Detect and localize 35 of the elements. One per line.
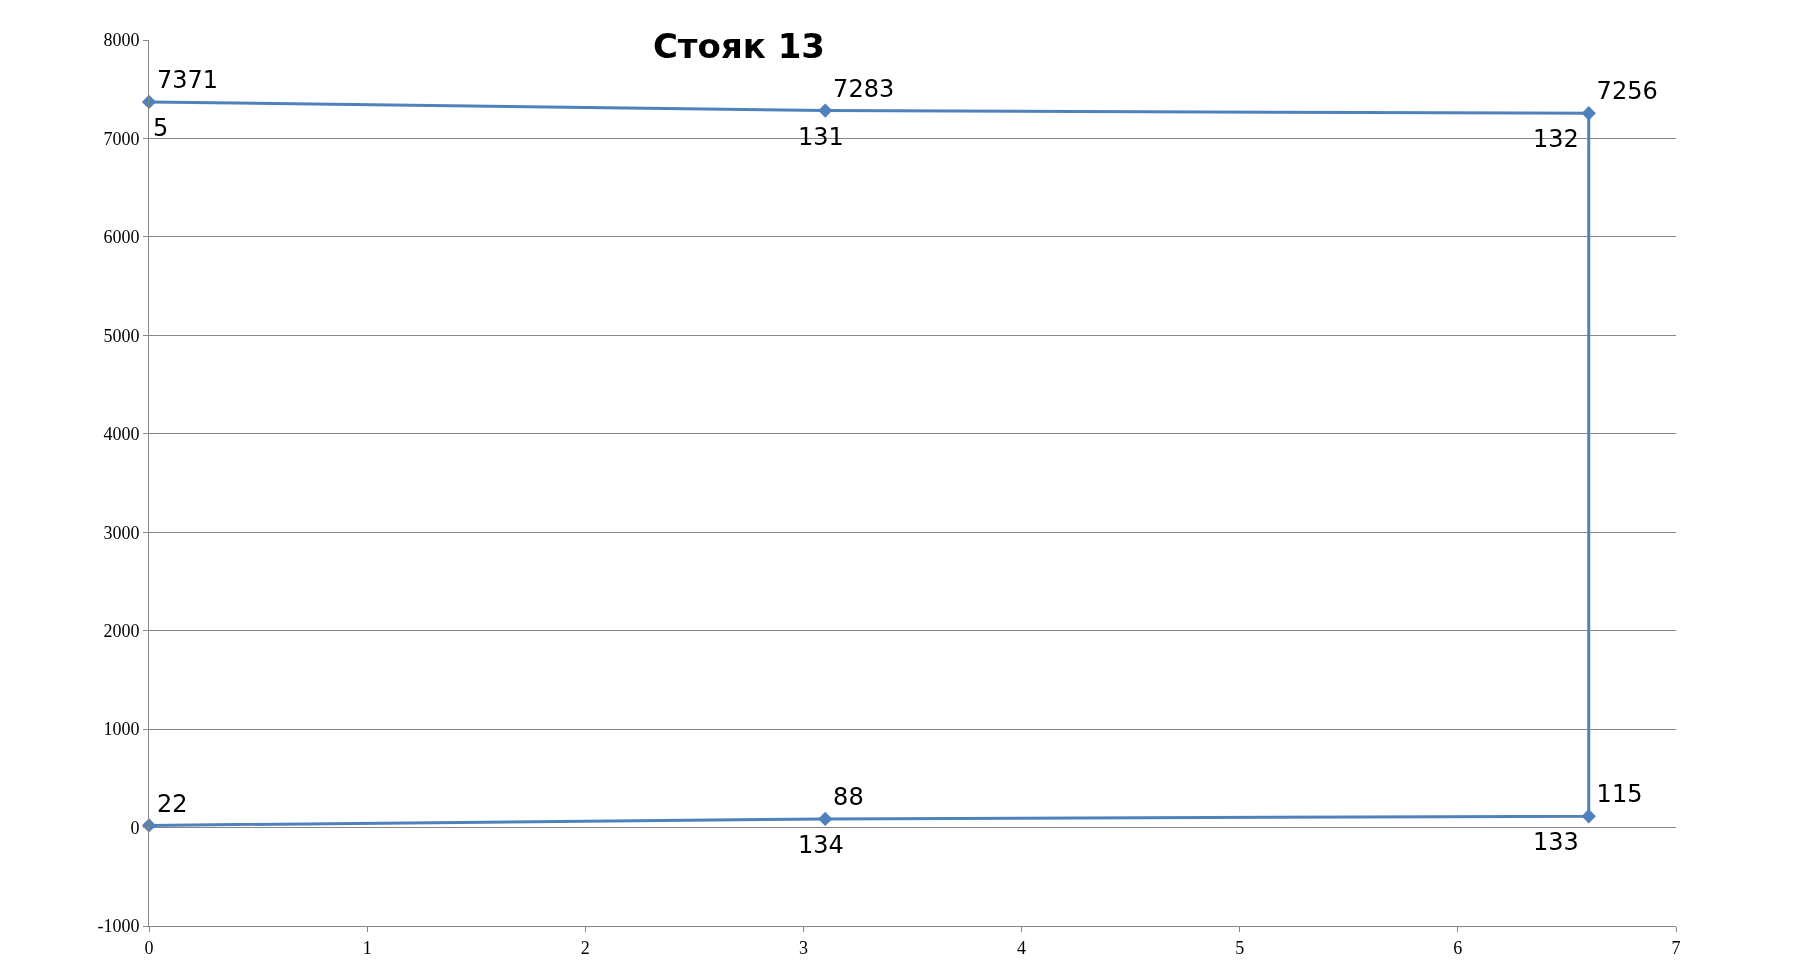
y-tick-label: 2000 <box>103 620 140 641</box>
point <box>1581 106 1596 121</box>
annotation: 133 <box>1533 828 1579 856</box>
point <box>818 103 833 118</box>
x-tick-label: 1 <box>362 937 372 958</box>
x-tick-label: 3 <box>798 937 808 958</box>
annotation: 131 <box>798 123 844 151</box>
data-label: 7256 <box>1596 77 1658 106</box>
data-label: 7371 <box>156 66 218 95</box>
y-tick-label: 5000 <box>103 325 140 346</box>
y-tick-label: 8000 <box>103 30 140 51</box>
x-tick-label: 7 <box>1671 937 1681 958</box>
data-label: 7283 <box>833 74 895 103</box>
y-tick-label: 1000 <box>103 719 140 740</box>
data-label: 88 <box>833 783 864 812</box>
point <box>141 94 157 110</box>
chart-title: Стояк 13 <box>652 25 825 66</box>
data-label: 115 <box>1596 780 1643 809</box>
x-tick-label: 2 <box>580 937 590 958</box>
y-tick-label: 0 <box>130 817 140 838</box>
annotation: 132 <box>1533 125 1579 153</box>
y-tick-label: 7000 <box>103 128 140 149</box>
data-label: 22 <box>156 789 188 818</box>
x-tick-label: 5 <box>1235 937 1245 958</box>
y-tick-label: 6000 <box>103 227 140 248</box>
point <box>1581 809 1596 824</box>
annotation: 5 <box>153 114 169 142</box>
x-tick-label: 6 <box>1453 937 1463 958</box>
y-tick-label: 4000 <box>103 424 140 445</box>
x-tick-label: 0 <box>144 937 154 958</box>
annotation: 134 <box>798 831 844 859</box>
y-tick-label: -1000 <box>97 916 140 937</box>
x-tick-label: 4 <box>1017 937 1027 958</box>
y-tick-label: 3000 <box>103 522 140 543</box>
point <box>818 811 833 827</box>
